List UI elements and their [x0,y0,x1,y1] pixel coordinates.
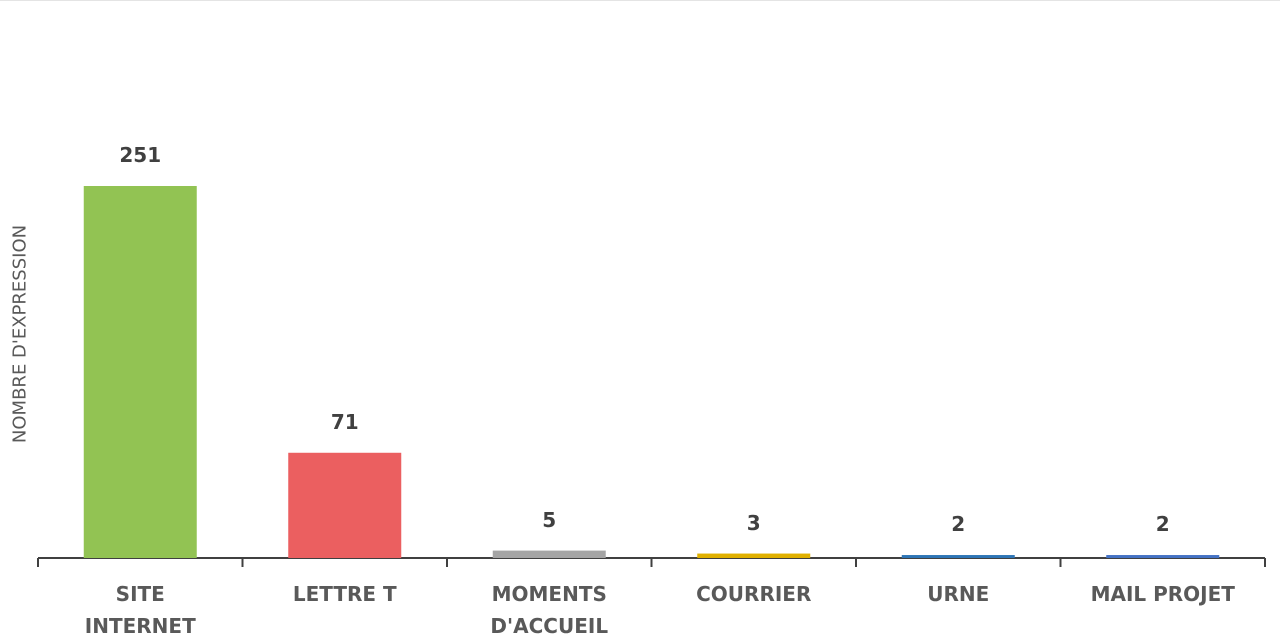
data-label: 2 [951,512,966,537]
data-label: 5 [542,507,557,532]
y-axis-label: NOMBRE D'EXPRESSION [9,224,31,444]
bar [901,555,1015,558]
x-tick-label: SITE INTERNET [84,582,196,638]
data-label: 251 [119,143,162,167]
data-label: 3 [746,510,761,535]
bar [492,550,606,558]
bar [697,553,811,558]
x-tick-label: COURRIER [696,582,812,606]
bar [288,452,402,558]
x-tick-label: URNE [927,582,990,606]
bar [1106,555,1220,558]
data-label: 2 [1155,512,1170,537]
bar [83,186,197,558]
x-tick-label: MAIL PROJET [1090,582,1235,606]
x-tick-label: MOMENTS D'ACCUEIL [490,582,609,638]
data-label: 71 [330,409,359,434]
x-tick-label: LETTRE T [292,582,397,606]
